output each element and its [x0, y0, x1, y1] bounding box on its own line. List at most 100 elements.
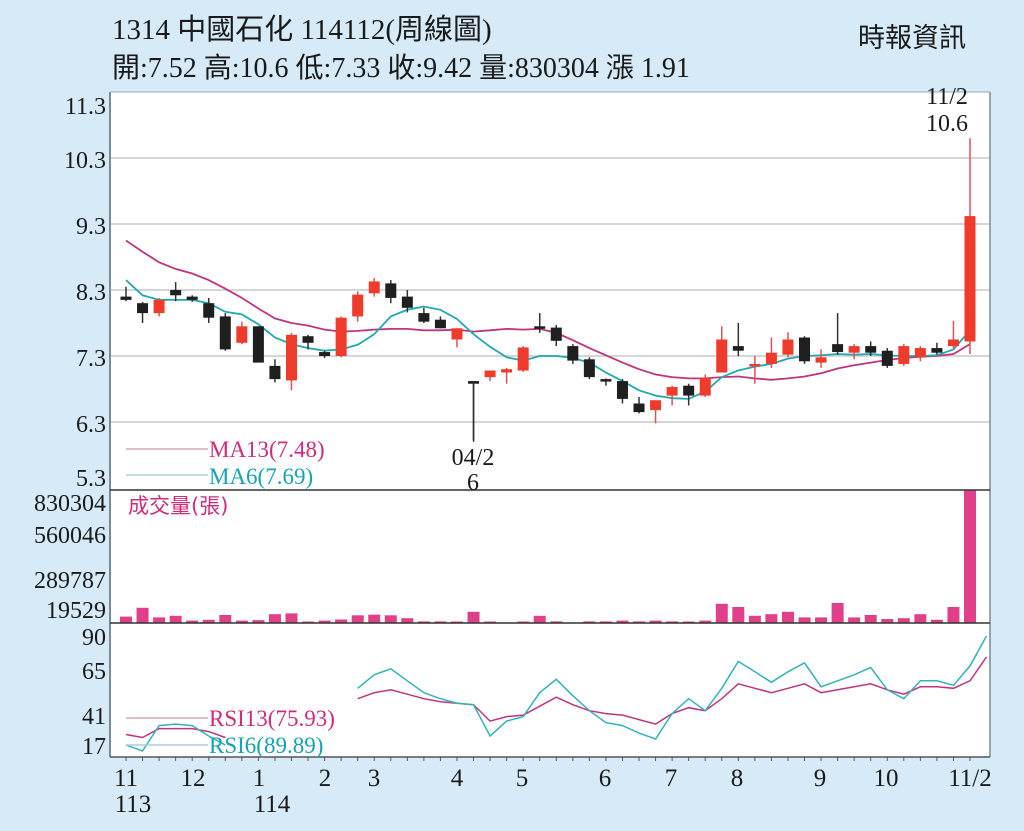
x-tick-label: 11/2 [948, 765, 992, 792]
up-candle [285, 334, 297, 381]
up-candle [484, 370, 496, 378]
volume-bar [318, 620, 331, 623]
down-candle [219, 316, 231, 350]
up-candle [782, 339, 794, 355]
down-candle [434, 319, 446, 329]
year-label: 114 [254, 791, 291, 818]
up-candle [898, 346, 910, 364]
volume-bar [881, 618, 894, 623]
x-tick-label: 5 [516, 765, 529, 792]
volume-bar [351, 615, 364, 623]
volume-tick-label: 560046 [34, 523, 106, 549]
x-tick-label: 8 [731, 765, 744, 792]
price-tick-label: 11.3 [65, 94, 106, 120]
down-candle [865, 346, 877, 353]
down-candle [319, 352, 331, 356]
volume-bar [649, 620, 662, 623]
x-tick-label: 7 [665, 765, 678, 792]
up-candle [914, 348, 926, 358]
up-candle [964, 216, 976, 342]
volume-bar [864, 614, 877, 623]
up-candle [749, 363, 761, 367]
volume-bar [599, 621, 612, 623]
volume-bar [914, 614, 927, 623]
price-tick-label: 10.3 [64, 148, 106, 174]
high-value-annotation: 10.6 [926, 111, 968, 137]
volume-bar [715, 603, 728, 623]
down-candle [269, 365, 281, 380]
down-candle [600, 379, 612, 382]
rsi-panel [110, 623, 990, 757]
moving-average-lines [125, 239, 971, 400]
down-candle [931, 348, 943, 353]
up-candle [815, 357, 827, 363]
down-candle [799, 337, 811, 362]
rsi-tick-label: 65 [82, 659, 106, 685]
volume-bar [781, 611, 794, 623]
volume-bar [633, 621, 646, 623]
volume-bar [219, 614, 232, 623]
volume-bar [666, 621, 679, 623]
down-candle [137, 303, 149, 314]
volume-bar [831, 602, 844, 623]
down-candle [567, 346, 579, 361]
down-candle [186, 296, 198, 300]
price-tick-label: 9.3 [76, 214, 106, 240]
volume-bars [120, 490, 976, 623]
down-candle [252, 326, 264, 363]
volume-bar [186, 620, 199, 623]
volume-bar [268, 614, 281, 623]
x-axis-tick-marks [125, 757, 971, 761]
volume-bar [235, 620, 248, 623]
rsi-tick-label: 41 [82, 704, 106, 730]
volume-bar [699, 620, 712, 623]
volume-bar [285, 613, 298, 623]
volume-tick-label: 830304 [34, 491, 106, 517]
x-tick-label: 6 [599, 765, 612, 792]
down-candle [583, 359, 595, 378]
volume-bar [550, 621, 563, 623]
ma6-line [125, 279, 971, 400]
volume-bar [169, 615, 182, 623]
up-candle [335, 317, 347, 356]
volume-bar [120, 616, 132, 623]
down-candle [203, 303, 215, 318]
price-tick-label: 8.3 [76, 280, 106, 306]
up-candle [947, 339, 959, 347]
rsi-lines [125, 635, 988, 752]
volume-bar [732, 606, 745, 623]
up-candle [517, 347, 529, 371]
down-candle [534, 326, 546, 329]
volume-bar [947, 606, 960, 623]
down-candle [550, 327, 562, 341]
up-candle [666, 387, 678, 396]
down-candle [302, 336, 314, 343]
volume-bar [815, 617, 828, 623]
up-candle [716, 339, 728, 373]
price-tick-label: 7.3 [76, 346, 106, 372]
low-value-annotation: 6 [467, 470, 479, 496]
ohlc-summary: 開:7.52 高:10.6 低:7.33 收:9.42 量:830304 漲 1… [112, 53, 690, 84]
up-candle [650, 400, 662, 411]
rsi6-legend: RSI6(89.89) [209, 733, 323, 758]
up-candle [765, 352, 777, 364]
low-date-annotation: 04/2 [452, 445, 495, 471]
volume-bar [930, 619, 943, 623]
volume-bar [616, 620, 629, 623]
rsi-tick-label: 90 [82, 625, 106, 651]
rsi6-line [125, 723, 226, 752]
ma13-legend: MA13(7.48) [209, 437, 325, 462]
up-candle [451, 328, 463, 340]
volume-bar [384, 615, 397, 623]
rsi-tick-label: 17 [82, 734, 106, 760]
source-label: 時報資訊 [858, 23, 966, 54]
volume-bar [533, 615, 546, 623]
x-tick-label: 3 [368, 765, 381, 792]
chart-title: 1314 中國石化 114112(周線圖) [112, 14, 492, 46]
volume-panel [110, 490, 990, 623]
high-date-annotation: 11/2 [926, 84, 968, 110]
x-tick-label: 12 [181, 765, 206, 792]
up-candle [153, 299, 165, 314]
volume-bar [848, 617, 861, 623]
